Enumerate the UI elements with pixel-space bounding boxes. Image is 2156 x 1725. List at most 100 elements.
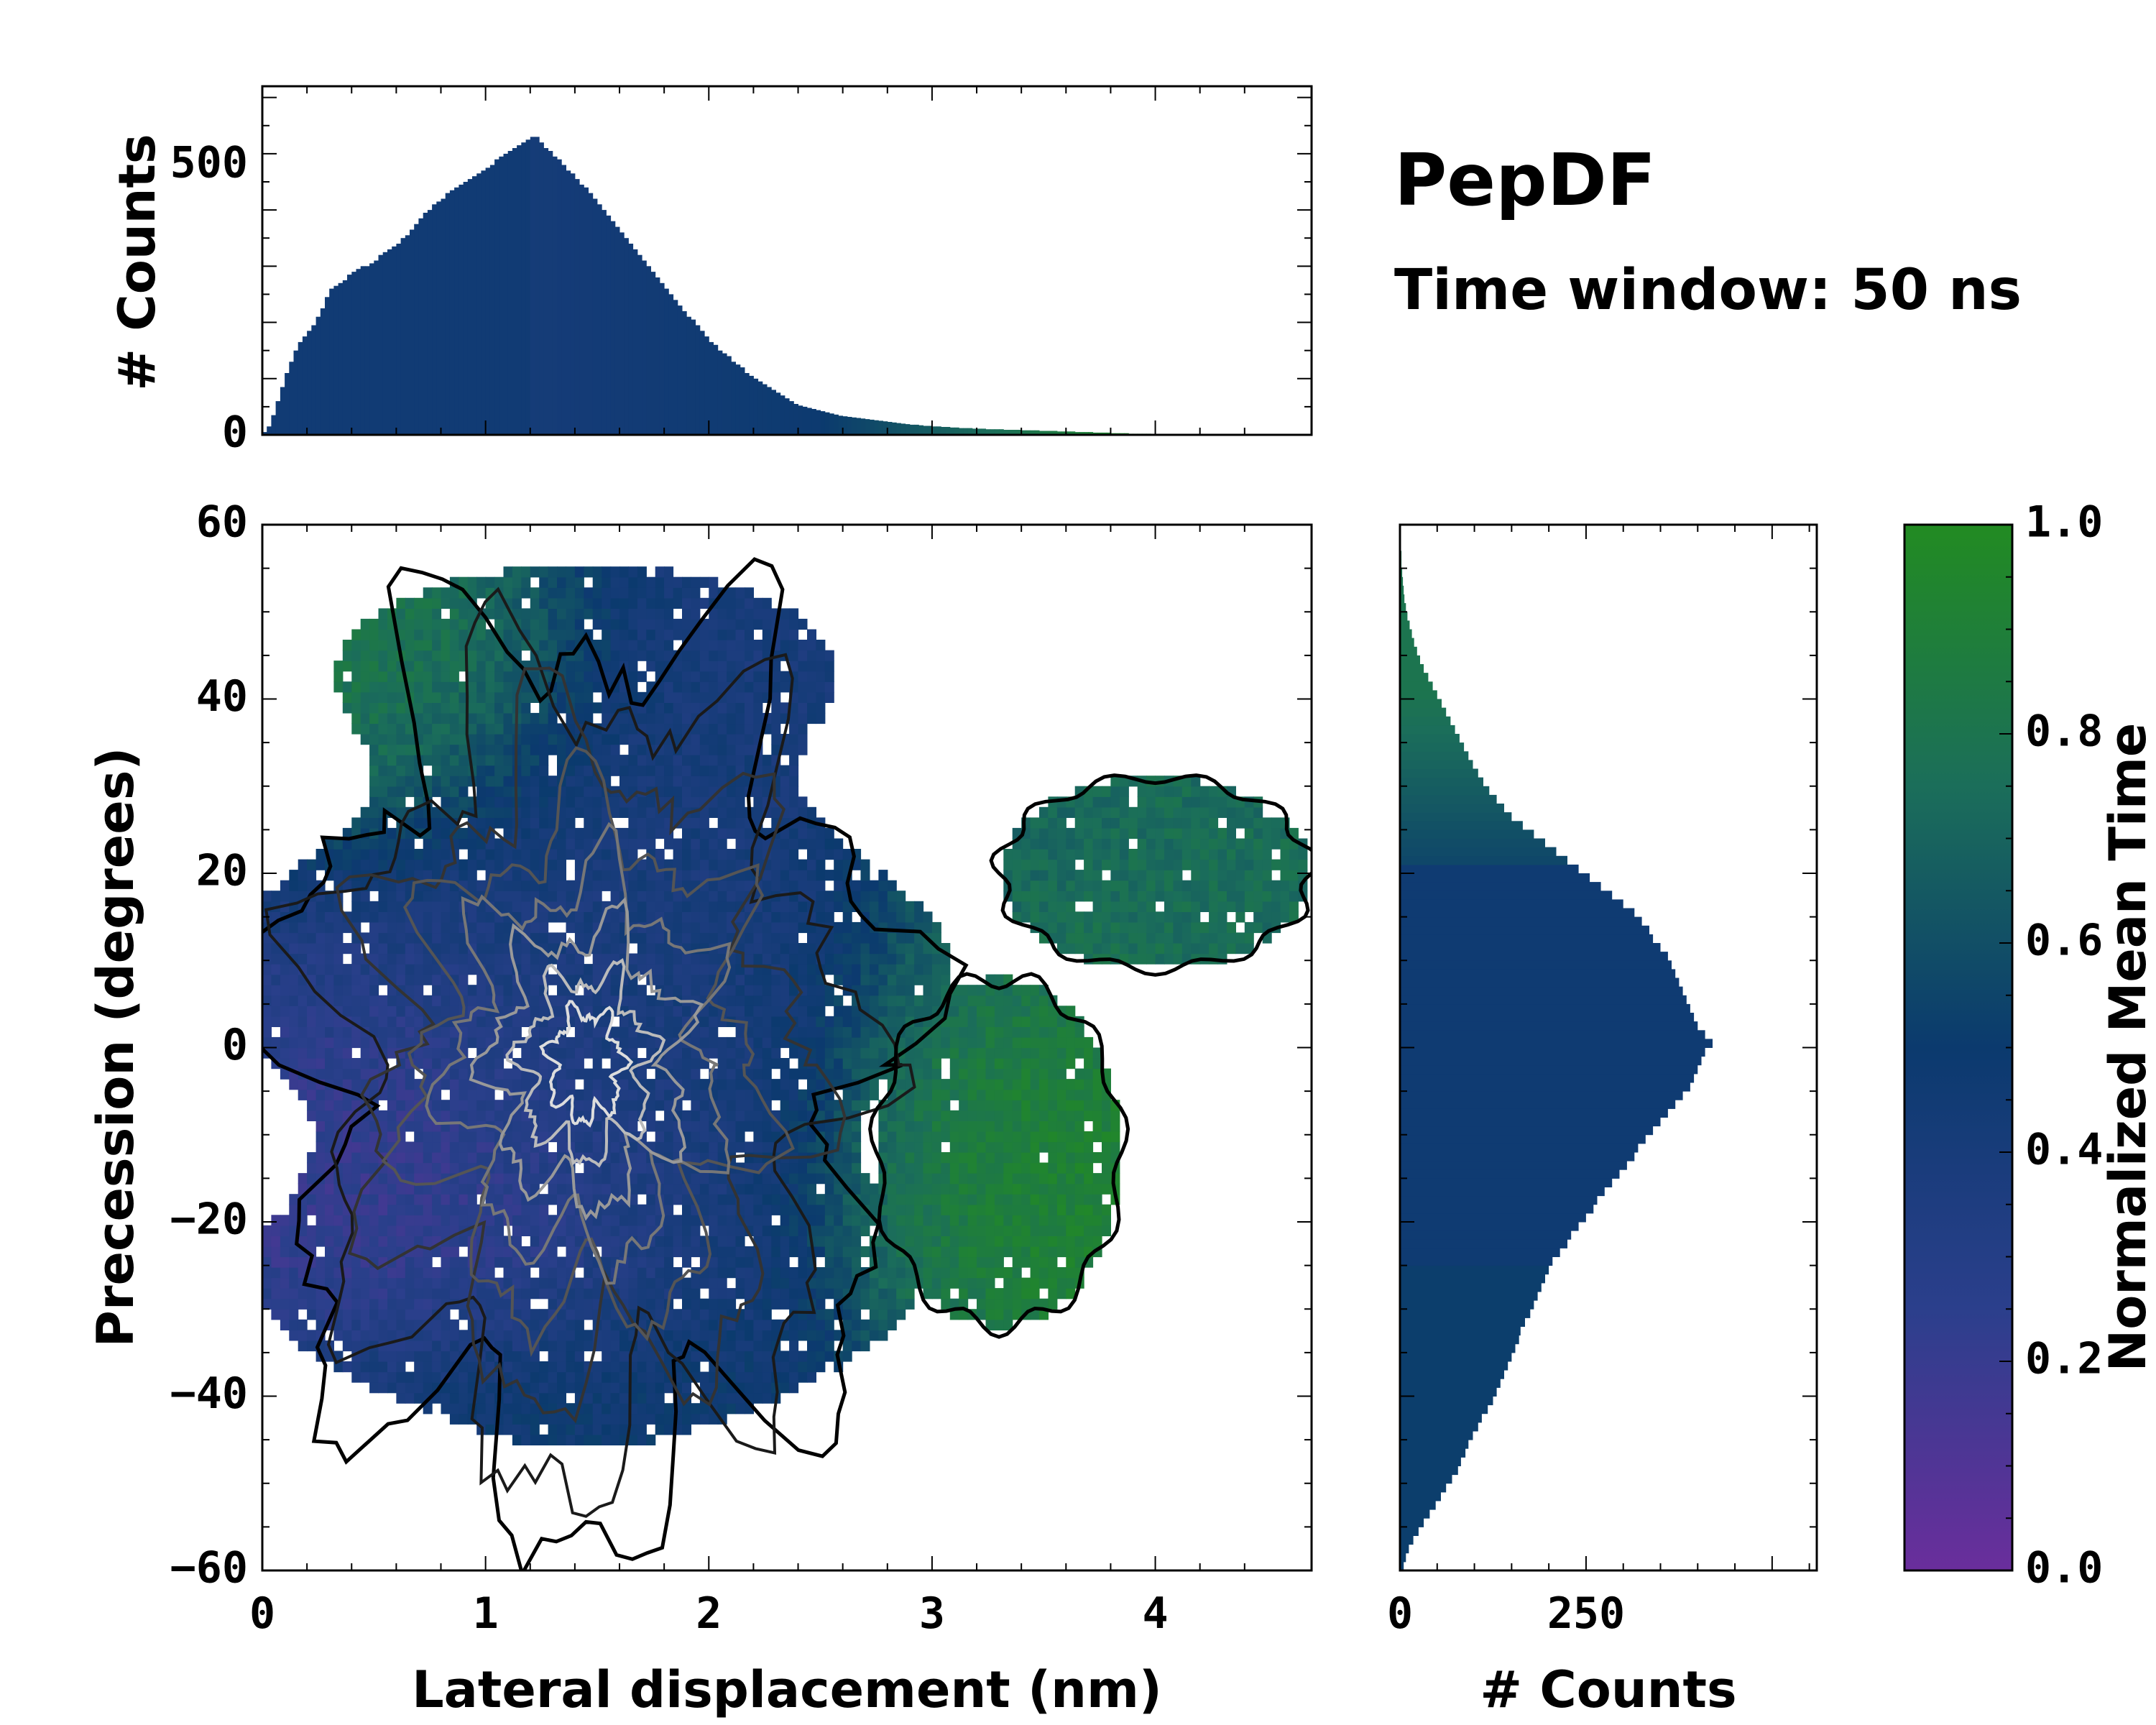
heatmap-cell — [315, 964, 326, 975]
heatmap-cell — [459, 765, 469, 776]
heatmap-cell — [646, 1413, 656, 1425]
heatmap-cell — [557, 744, 566, 755]
heatmap-cell — [494, 891, 505, 902]
heatmap-cell — [709, 849, 719, 860]
heatmap-cell — [646, 1183, 656, 1195]
heatmap-cell — [289, 1026, 299, 1038]
heatmap-cell — [628, 1121, 638, 1132]
heatmap-cell — [789, 1277, 799, 1289]
heatmap-cell — [574, 786, 584, 797]
heatmap-cell — [574, 1068, 584, 1080]
heatmap-cell — [423, 712, 433, 724]
heatmap-cell — [842, 1277, 852, 1289]
heatmap-cell — [378, 995, 388, 1006]
top-hist-bar — [1102, 432, 1107, 435]
heatmap-cell — [745, 1288, 754, 1300]
heatmap-cell — [378, 765, 388, 776]
heatmap-cell — [449, 1079, 459, 1090]
heatmap-cell — [396, 891, 406, 902]
heatmap-cell — [467, 1110, 477, 1121]
heatmap-cell — [387, 671, 397, 682]
heatmap-cell — [548, 744, 558, 755]
heatmap-cell — [557, 880, 566, 891]
heatmap-cell — [325, 1204, 334, 1215]
heatmap-cell — [816, 1319, 826, 1330]
heatmap-cell — [548, 1152, 558, 1164]
heatmap-cell — [682, 1215, 691, 1226]
heatmap-cell — [771, 1016, 781, 1027]
heatmap-cell — [682, 901, 691, 912]
heatmap-cell — [503, 1392, 513, 1404]
heatmap-cell — [441, 1183, 451, 1195]
heatmap-cell — [485, 1392, 495, 1404]
heatmap-cell — [459, 755, 469, 766]
heatmap-cell — [476, 880, 487, 891]
heatmap-cell — [637, 1361, 647, 1373]
heatmap-cell — [780, 1141, 790, 1153]
heatmap-cell — [789, 838, 799, 850]
heatmap-cell — [423, 1236, 433, 1247]
heatmap-cell — [378, 901, 388, 912]
heatmap-cell — [727, 691, 737, 703]
heatmap-cell — [432, 1225, 442, 1236]
heatmap-cell — [655, 1256, 665, 1268]
heatmap-cell — [717, 1382, 727, 1394]
heatmap-cell — [646, 806, 656, 818]
heatmap-cell — [709, 1413, 719, 1425]
heatmap-cell — [727, 661, 737, 672]
heatmap-cell — [727, 1361, 737, 1373]
heatmap-cell — [360, 1267, 370, 1279]
heatmap-cell — [602, 1434, 612, 1445]
heatmap-cell — [735, 661, 745, 672]
heatmap-cell — [789, 1089, 799, 1100]
heatmap-cell — [771, 723, 781, 735]
heatmap-cell — [780, 1236, 790, 1247]
heatmap-cell — [369, 995, 379, 1006]
heatmap-cell — [619, 1382, 629, 1394]
heatmap-cell — [745, 734, 754, 745]
heatmap-cell — [584, 1089, 594, 1100]
heatmap-cell — [619, 765, 629, 776]
heatmap-cell — [414, 849, 424, 860]
heatmap-cell — [860, 1298, 870, 1310]
heatmap-cell — [584, 1330, 594, 1341]
heatmap-cell — [467, 859, 477, 870]
heatmap-cell — [289, 1267, 299, 1279]
heatmap-cell — [467, 1194, 477, 1205]
heatmap-cell — [655, 597, 665, 609]
heatmap-cell — [789, 1215, 799, 1226]
heatmap-cell — [530, 953, 540, 965]
heatmap-cell — [396, 964, 406, 975]
heatmap-cell — [414, 1215, 424, 1226]
heatmap-cell — [530, 618, 540, 630]
heatmap-cell — [405, 1371, 415, 1383]
heatmap-cell — [619, 1036, 629, 1049]
figure-title: PepDF — [1394, 138, 1656, 222]
heatmap-cell — [449, 691, 459, 703]
heatmap-cell — [619, 1016, 629, 1027]
heatmap-cell — [771, 943, 781, 954]
heatmap-cell — [574, 566, 584, 578]
heatmap-cell — [405, 932, 415, 944]
heatmap-cell — [852, 1215, 862, 1226]
heatmap-cell — [584, 1047, 594, 1059]
heatmap-cell — [512, 1267, 522, 1279]
heatmap-cell — [592, 911, 602, 923]
heatmap-cell — [807, 985, 816, 996]
heatmap-cell — [753, 1047, 763, 1059]
heatmap-cell — [798, 1016, 808, 1027]
heatmap-cell — [735, 1330, 745, 1341]
heatmap-cell — [423, 911, 433, 923]
heatmap-cell — [423, 901, 433, 912]
heatmap-cell — [869, 1319, 879, 1330]
heatmap-cell — [494, 597, 505, 609]
heatmap-cell — [699, 1026, 709, 1038]
heatmap-cell — [682, 1277, 691, 1289]
heatmap-cell — [423, 1288, 433, 1300]
heatmap-cell — [432, 1131, 442, 1143]
heatmap-cell — [852, 1340, 862, 1352]
heatmap-cell — [396, 765, 406, 776]
heatmap-cell — [360, 640, 370, 651]
heatmap-cell — [628, 849, 638, 860]
heatmap-cell — [566, 880, 576, 891]
